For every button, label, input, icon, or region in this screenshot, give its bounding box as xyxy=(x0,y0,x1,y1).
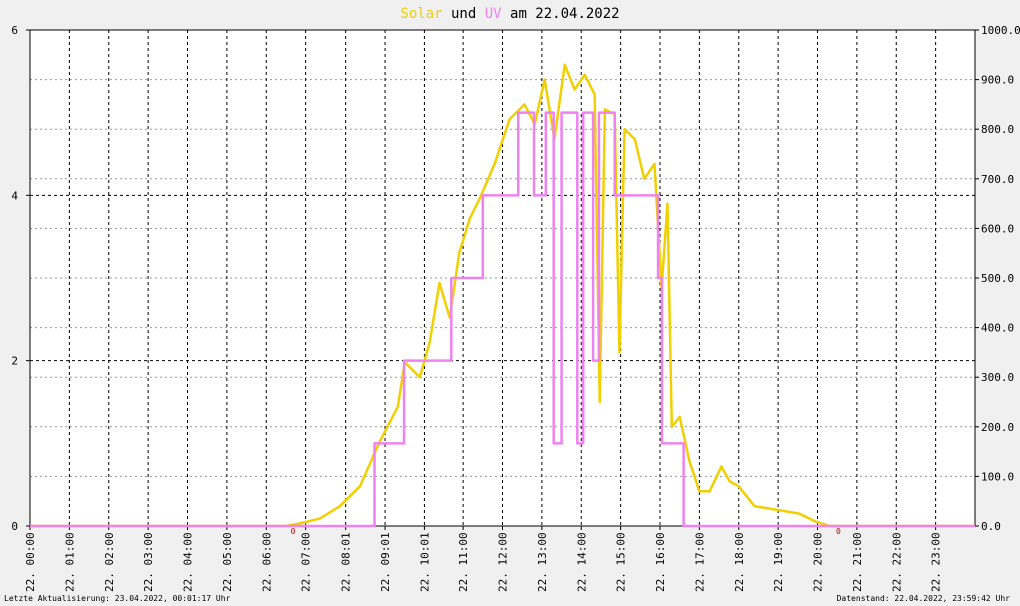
x-tick-label: 22. 22:00 xyxy=(890,532,903,592)
y2-tick-label: 200.0 xyxy=(981,421,1014,434)
x-tick-label: 22. 00:00 xyxy=(24,532,37,592)
x-tick-label: 22. 04:00 xyxy=(182,532,195,592)
annotation: 0 xyxy=(836,527,841,536)
y2-tick-label: 600.0 xyxy=(981,222,1014,235)
x-tick-label: 22. 14:00 xyxy=(575,532,588,592)
y2-tick-label: 100.0 xyxy=(981,470,1014,483)
y-tick-label: 0 xyxy=(11,520,18,533)
y-tick-label: 6 xyxy=(11,24,18,37)
x-tick-label: 22. 02:00 xyxy=(103,532,116,592)
series-line xyxy=(30,111,975,528)
annotation: 0 xyxy=(291,527,296,536)
x-tick-label: 22. 16:00 xyxy=(654,532,667,592)
y2-tick-label: 300.0 xyxy=(981,371,1014,384)
x-tick-label: 22. 07:00 xyxy=(300,532,313,592)
footer-left: Letzte Aktualisierung: 23.04.2022, 00:01… xyxy=(4,594,231,603)
x-tick-label: 22. 09:01 xyxy=(379,532,392,592)
plot-frame xyxy=(29,29,976,527)
x-tick-label: 22. 03:00 xyxy=(142,532,155,592)
x-tick-label: 22. 19:00 xyxy=(772,532,785,592)
y2-tick-label: 400.0 xyxy=(981,322,1014,335)
x-tick-label: 22. 05:00 xyxy=(221,532,234,592)
y2-tick-label: 800.0 xyxy=(981,123,1014,136)
x-tick-label: 22. 20:00 xyxy=(812,532,825,592)
x-tick-label: 22. 15:00 xyxy=(615,532,628,592)
y-tick-label: 4 xyxy=(11,189,18,202)
x-tick-label: 22. 18:00 xyxy=(733,532,746,592)
y2-tick-label: 700.0 xyxy=(981,173,1014,186)
x-tick-label: 22. 23:00 xyxy=(930,532,943,592)
x-tick-label: 22. 01:00 xyxy=(63,532,76,592)
x-tick-label: 22. 10:01 xyxy=(418,532,431,592)
title-word: am 22.04.2022 xyxy=(510,6,620,22)
series-line xyxy=(30,63,975,528)
title-word: UV xyxy=(485,6,502,22)
y2-tick-label: 1000.0 xyxy=(981,24,1020,37)
title-word: und xyxy=(451,6,476,22)
title-word: Solar xyxy=(400,6,442,22)
x-tick-label: 22. 17:00 xyxy=(693,532,706,592)
x-tick-label: 22. 11:00 xyxy=(457,532,470,592)
x-tick-label: 22. 06:00 xyxy=(260,532,273,592)
x-tick-label: 22. 12:00 xyxy=(497,532,510,592)
footer-right: Datenstand: 22.04.2022, 23:59:42 Uhr xyxy=(837,594,1011,603)
chart-title: Solar und UV am 22.04.2022 xyxy=(400,6,619,22)
y2-tick-label: 0.0 xyxy=(981,520,1001,533)
y-tick-label: 2 xyxy=(11,355,18,368)
y2-tick-label: 500.0 xyxy=(981,272,1014,285)
y2-tick-label: 900.0 xyxy=(981,74,1014,87)
x-tick-label: 22. 13:00 xyxy=(536,532,549,592)
x-tick-label: 22. 21:00 xyxy=(851,532,864,592)
x-tick-label: 22. 08:01 xyxy=(340,532,353,592)
